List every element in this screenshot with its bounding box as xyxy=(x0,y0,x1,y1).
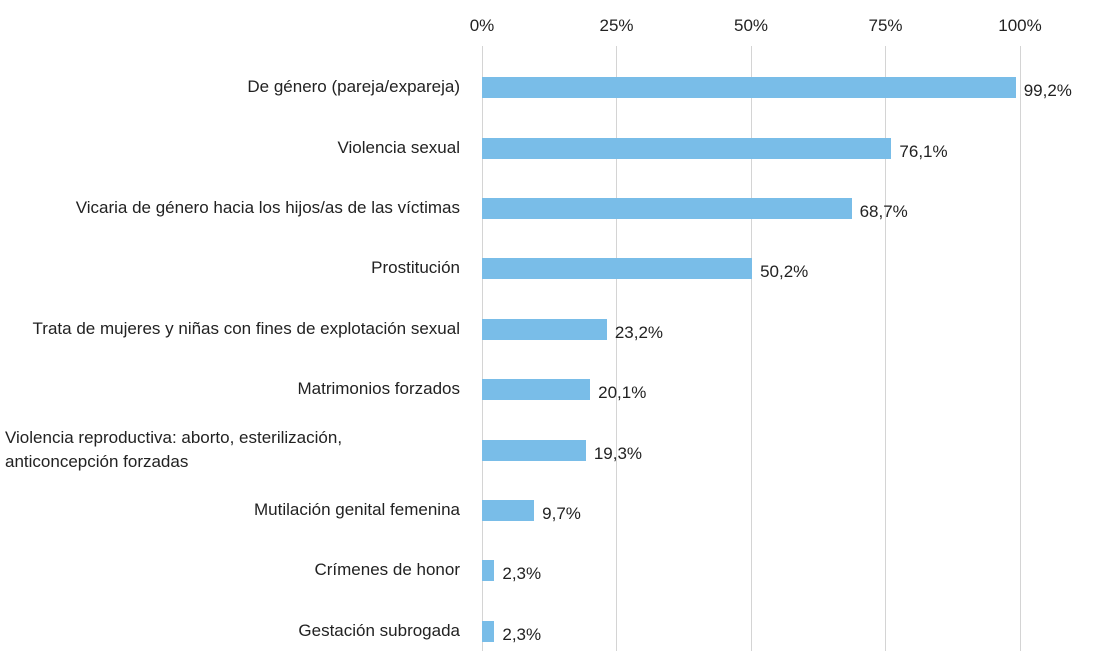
value-label: 50,2% xyxy=(760,262,809,282)
bar xyxy=(482,500,535,521)
category-text: Crímenes de honor xyxy=(314,560,460,580)
category-label: Gestación subrogada xyxy=(0,601,460,655)
bar xyxy=(482,560,495,582)
category-text: Prostitución xyxy=(371,258,460,278)
bar xyxy=(482,318,607,340)
category-label: Mutilación genital femenina xyxy=(0,480,460,540)
grid-line xyxy=(616,46,617,651)
category-text: De género (pareja/expareja) xyxy=(247,77,460,97)
x-tick-label: 75% xyxy=(868,16,903,35)
category-text: Violencia reproductiva: aborto, esterili… xyxy=(5,427,343,471)
category-text: Gestación subrogada xyxy=(298,620,460,640)
value-label: 76,1% xyxy=(899,141,948,161)
bar xyxy=(482,198,852,219)
value-label: 20,1% xyxy=(598,383,647,403)
category-label: Violencia reproductiva: aborto, esterili… xyxy=(0,420,460,480)
category-label: Trata de mujeres y niñas con fines de ex… xyxy=(0,299,460,359)
category-text: Mutilación genital femenina xyxy=(253,500,460,519)
category-label: Prostitución xyxy=(0,238,460,298)
bar xyxy=(482,620,495,642)
value-label: 9,7% xyxy=(542,504,581,523)
grid-line xyxy=(750,46,752,651)
category-label: De género (pareja/expareja) xyxy=(0,57,460,117)
bar xyxy=(482,379,591,401)
x-tick-label: 0% xyxy=(469,16,495,35)
value-label: 19,3% xyxy=(593,443,643,463)
x-tick-label: 25% xyxy=(599,16,634,35)
bar xyxy=(482,137,892,159)
grid-line xyxy=(481,46,483,651)
category-label: Crímenes de honor xyxy=(0,540,460,600)
category-text: Matrimonios forzados xyxy=(297,379,460,399)
category-label: Matrimonios forzados xyxy=(0,359,460,419)
category-text: Violencia sexual xyxy=(337,137,460,157)
bar xyxy=(482,258,753,280)
x-tick-label: 100% xyxy=(998,16,1042,35)
value-label: 99,2% xyxy=(1023,81,1072,101)
grid-line xyxy=(1019,46,1021,651)
value-label: 2,3% xyxy=(502,564,542,584)
x-tick-label: 50% xyxy=(733,16,769,35)
value-label: 23,2% xyxy=(614,322,664,342)
category-label: Violencia sexual xyxy=(0,118,460,178)
value-label: 2,3% xyxy=(502,624,542,644)
grid-line xyxy=(885,46,886,651)
value-label: 68,7% xyxy=(859,202,908,221)
category-text: Trata de mujeres y niñas con fines de ex… xyxy=(32,318,460,338)
bar xyxy=(482,439,586,461)
bar xyxy=(482,77,1016,99)
category-text: Vicaria de género hacia los hijos/as de … xyxy=(75,198,460,217)
category-label: Vicaria de género hacia los hijos/as de … xyxy=(0,178,460,238)
